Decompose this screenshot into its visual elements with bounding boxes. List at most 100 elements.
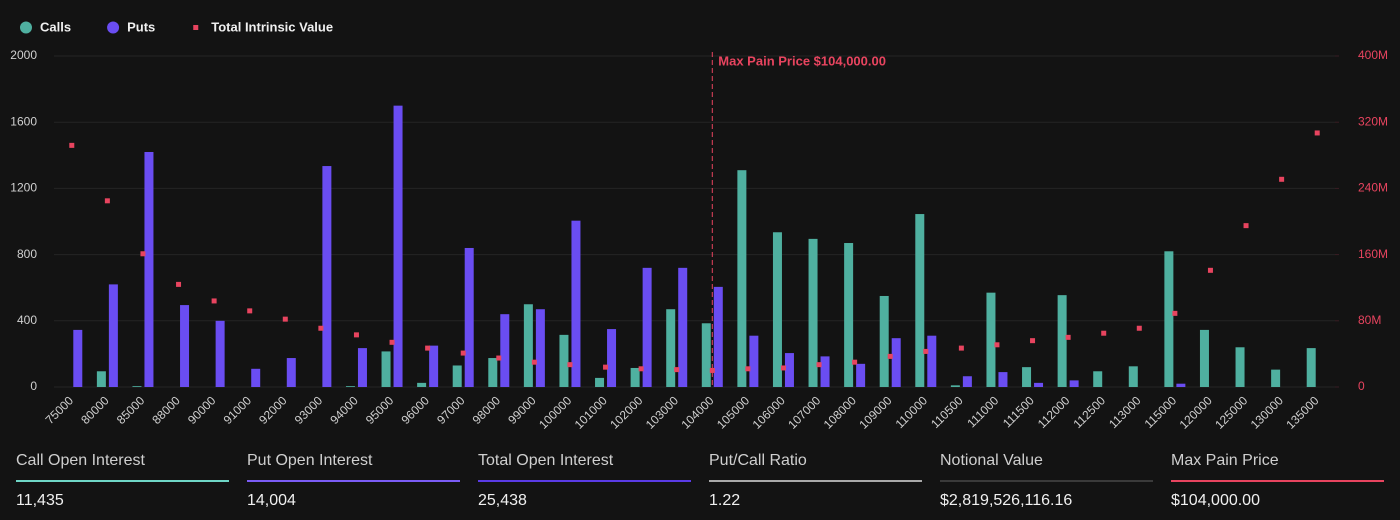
point [425, 345, 431, 351]
bar [1022, 367, 1032, 387]
stat-label: Max Pain Price [1171, 452, 1279, 469]
x-tick-label: 107000 [785, 393, 823, 431]
bar [1128, 366, 1138, 387]
point [994, 342, 1000, 348]
legend-label: Total Intrinsic Value [211, 19, 333, 34]
stat-value: 14,004 [247, 492, 296, 509]
point [531, 359, 537, 365]
bar [879, 295, 889, 387]
x-tick-label: 95000 [363, 393, 397, 427]
y2-tick-label: 400M [1358, 48, 1388, 62]
point [1172, 310, 1178, 316]
x-tick-label: 112000 [1035, 393, 1073, 431]
bar [784, 353, 794, 387]
point [353, 332, 359, 338]
bar [535, 309, 545, 387]
x-tick-label: 104000 [678, 393, 716, 431]
y-tick-label: 800 [17, 247, 37, 261]
x-tick-label: 90000 [185, 393, 219, 427]
bar [595, 377, 605, 387]
x-tick-label: 97000 [434, 393, 468, 427]
x-tick-label: 115000 [1142, 393, 1180, 431]
legend-label: Calls [40, 19, 71, 34]
bar [73, 329, 83, 387]
y-tick-label: 400 [17, 313, 37, 327]
bar [844, 243, 854, 387]
x-tick-label: 135000 [1283, 393, 1321, 431]
stat-rule [247, 480, 460, 482]
point [496, 355, 502, 361]
legend-marker [20, 21, 32, 34]
stat: Notional Value $2,819,526,116.16 [940, 452, 1153, 510]
stat: Total Open Interest 25,438 [478, 452, 691, 510]
x-tick-label: 111500 [1000, 393, 1037, 430]
bar [808, 238, 818, 387]
bar [500, 314, 510, 387]
y2-tick-label: 0 [1358, 379, 1365, 393]
bar [429, 345, 439, 387]
stat: Put/Call Ratio 1.22 [709, 452, 922, 510]
bar [96, 371, 106, 387]
bar [357, 348, 367, 387]
bar [666, 309, 676, 387]
bar [1306, 348, 1316, 387]
bar [144, 151, 154, 387]
bar [559, 334, 569, 387]
chart: 0 400 800 1200 1600 2000 0 80M 160M 240M 320M 400M 7… [10, 19, 1388, 431]
x-tick-label: 110500 [928, 393, 966, 431]
bar [108, 284, 118, 387]
x-tick-label: 88000 [149, 393, 183, 427]
bar [950, 385, 960, 387]
x-tick-label: 85000 [114, 393, 148, 427]
point [460, 350, 466, 356]
x-tick-label: 92000 [256, 393, 290, 427]
point [852, 359, 858, 365]
bar [1057, 295, 1067, 387]
bar [381, 351, 391, 387]
stat-value: 25,438 [478, 492, 527, 509]
x-tick-label: 130000 [1248, 393, 1286, 431]
bar [180, 305, 190, 387]
y-tick-label: 1600 [10, 114, 37, 128]
x-tick-label: 112500 [1070, 393, 1108, 431]
bar [1164, 251, 1174, 387]
point [140, 251, 146, 257]
bar [891, 338, 901, 387]
point [745, 366, 751, 372]
x-tick-label: 103000 [643, 393, 681, 431]
point [104, 198, 110, 204]
x-tick-label: 93000 [292, 393, 326, 427]
y2-tick-label: 80M [1358, 313, 1381, 327]
bar [962, 376, 972, 387]
bar [820, 356, 830, 387]
bar [701, 323, 711, 387]
point [1207, 267, 1213, 273]
x-tick-label: 120000 [1177, 393, 1215, 431]
point [176, 281, 182, 287]
x-tick-label: 101000 [572, 393, 610, 431]
bar [393, 105, 403, 388]
x-tick-label: 113000 [1106, 393, 1144, 431]
y2-tick-label: 320M [1358, 114, 1388, 128]
x-tick-label: 105000 [714, 393, 752, 431]
bar [1069, 380, 1079, 387]
bar [927, 335, 937, 387]
point [638, 366, 644, 372]
stat-label: Put Open Interest [247, 452, 373, 469]
x-tick-label: 96000 [398, 393, 432, 427]
point [958, 345, 964, 351]
bar [642, 267, 652, 387]
bar [286, 358, 296, 387]
bar [607, 329, 617, 387]
point [318, 325, 324, 331]
x-tick-label: 106000 [750, 393, 788, 431]
point [1101, 330, 1107, 336]
bar [1176, 383, 1186, 387]
legend-marker [193, 25, 199, 30]
bar [1093, 371, 1103, 387]
bar [464, 247, 474, 387]
bar [571, 220, 581, 387]
bar [1235, 347, 1245, 387]
stat-label: Notional Value [940, 452, 1043, 469]
